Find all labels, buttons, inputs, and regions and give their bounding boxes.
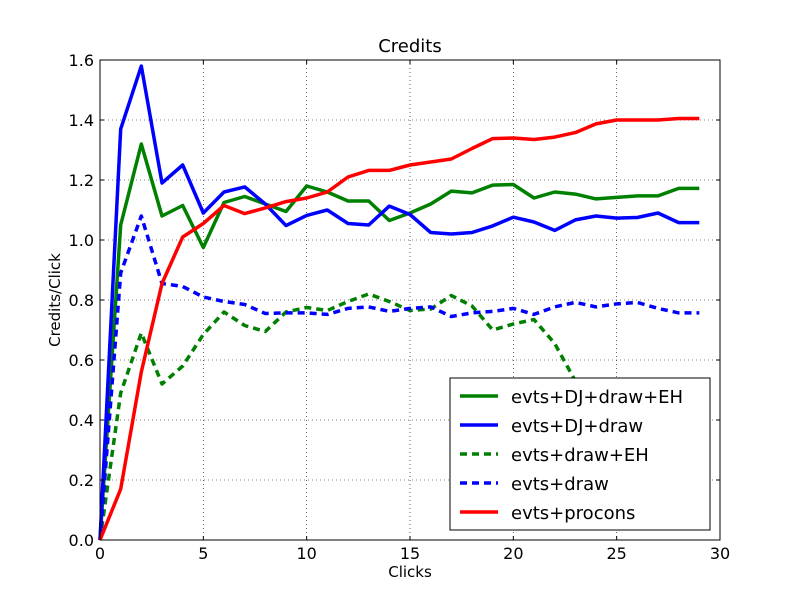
x-tick-label: 30 — [710, 544, 730, 563]
x-axis-label: Clicks — [388, 563, 432, 581]
y-tick-label: 1.2 — [69, 171, 94, 190]
legend-label-2: evts+DJ+draw — [511, 416, 643, 437]
legend-label-5: evts+procons — [511, 503, 635, 524]
ticks: 0 5 10 15 20 25 30 0.0 0.2 0.4 0.6 0.8 1.0 1.2 1.4 1.6 — [69, 51, 731, 563]
y-tick-label: 1.0 — [69, 231, 94, 250]
series-lines — [98, 64, 700, 541]
series-line-1 — [98, 142, 700, 541]
x-tick-label: 5 — [198, 544, 208, 563]
y-tick-label: 0.8 — [69, 291, 94, 310]
x-tick-label: 25 — [606, 544, 626, 563]
y-tick-label: 0.4 — [69, 411, 94, 430]
x-tick-label: 0 — [95, 544, 105, 563]
chart-title: Credits — [378, 36, 442, 57]
y-axis-label: Credits/Click — [46, 253, 64, 347]
series-line-5 — [98, 116, 700, 541]
x-tick-label: 20 — [503, 544, 523, 563]
series-line-3 — [98, 292, 577, 541]
y-tick-label: 0.2 — [69, 471, 94, 490]
y-tick-label: 0.6 — [69, 351, 94, 370]
legend: evts+DJ+draw+EH evts+DJ+draw evts+draw+EH e… — [449, 377, 711, 531]
legend-box — [449, 377, 711, 531]
y-tick-label: 1.6 — [69, 51, 94, 70]
y-tick-label: 0.0 — [69, 531, 94, 550]
x-tick-label: 10 — [296, 544, 316, 563]
y-tick-label: 1.4 — [69, 111, 94, 130]
series-line-2 — [98, 64, 700, 541]
legend-label-4: evts+draw — [511, 474, 609, 495]
legend-label-3: evts+draw+EH — [511, 445, 649, 466]
x-tick-label: 15 — [400, 544, 420, 563]
legend-label-1: evts+DJ+draw+EH — [511, 387, 683, 408]
